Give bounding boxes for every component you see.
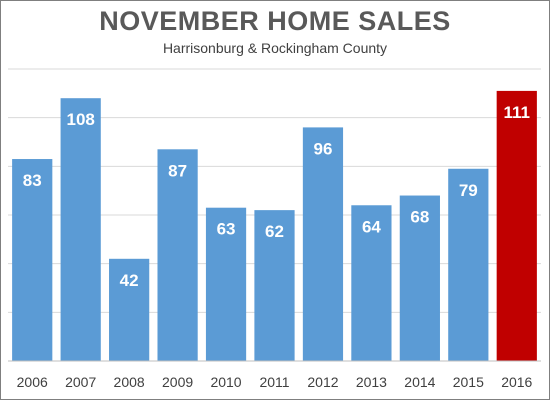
bar-2016 — [496, 90, 537, 362]
bar-2012 — [302, 127, 344, 362]
x-tick-label-2008: 2008 — [114, 374, 145, 390]
data-label-2008: 42 — [120, 271, 139, 290]
x-tick-label-2013: 2013 — [356, 374, 387, 390]
x-tick-label-2015: 2015 — [453, 374, 484, 390]
x-tick-label-2011: 2011 — [259, 374, 289, 390]
x-tick-label-2006: 2006 — [17, 374, 48, 390]
data-label-2015: 79 — [459, 181, 478, 200]
bar-2006 — [12, 159, 53, 361]
data-label-2016: 111 — [504, 103, 531, 122]
data-label-2010: 63 — [217, 220, 236, 239]
x-tick-label-2016: 2016 — [501, 374, 532, 390]
data-label-2012: 96 — [313, 139, 332, 158]
data-label-2006: 83 — [23, 171, 42, 190]
bar-2008 — [109, 258, 150, 361]
data-label-2013: 64 — [362, 217, 381, 236]
x-tick-label-2014: 2014 — [404, 374, 435, 390]
bar-2011 — [254, 210, 295, 361]
bar-2010 — [205, 207, 247, 361]
x-tick-label-2007: 2007 — [65, 374, 96, 390]
chart-subtitle: Harrisonburg & Rockingham County — [162, 40, 388, 56]
bar-2014 — [399, 195, 440, 361]
data-label-2009: 87 — [168, 161, 187, 180]
chart-title: NOVEMBER HOME SALES — [99, 6, 451, 36]
bar-2015 — [448, 168, 489, 361]
x-tick-label-2009: 2009 — [162, 374, 193, 390]
bar-2007 — [60, 98, 101, 361]
data-label-2007: 108 — [66, 110, 94, 129]
x-tick-label-2012: 2012 — [307, 374, 338, 390]
data-label-2014: 68 — [410, 208, 429, 227]
x-tick-label-2010: 2010 — [210, 374, 241, 390]
bar-2013 — [351, 205, 392, 361]
data-label-2011: 62 — [265, 222, 284, 241]
bar-2009 — [157, 149, 198, 361]
